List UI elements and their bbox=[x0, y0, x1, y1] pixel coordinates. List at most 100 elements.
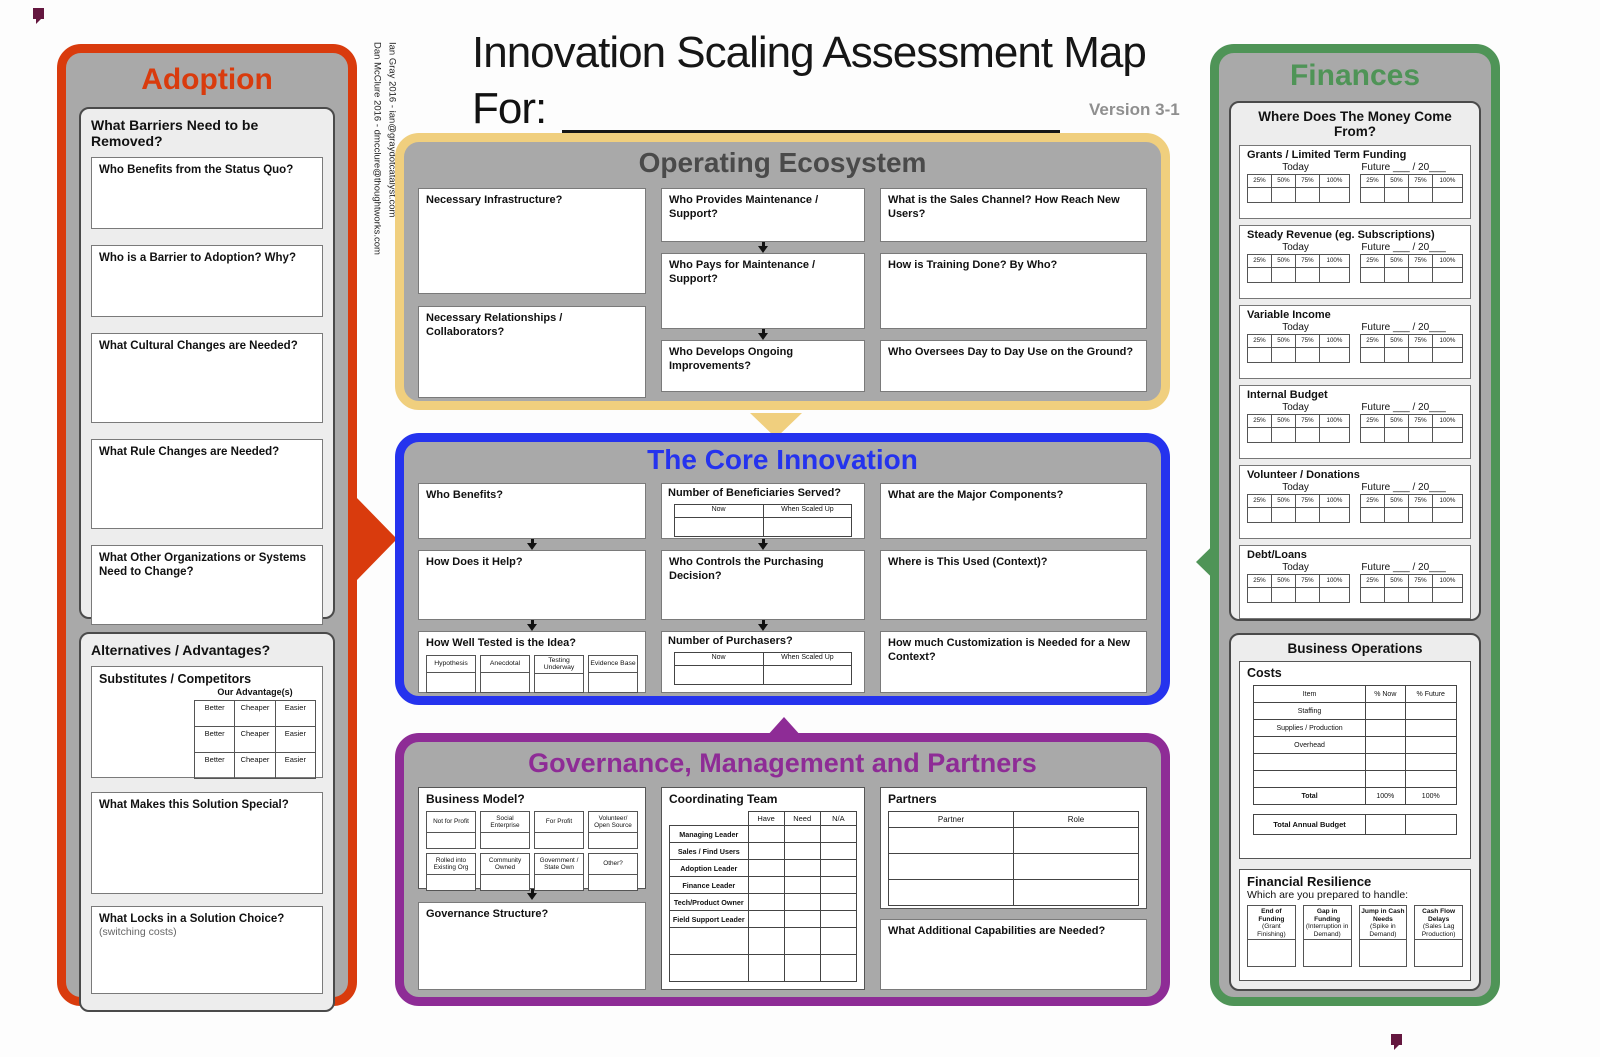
resilience-header: Financial Resilience bbox=[1247, 874, 1372, 889]
purchasers-box: Number of Purchasers? Now When Scaled Up bbox=[661, 631, 865, 693]
adoption-panel: Adoption What Barriers Need to be Remove… bbox=[57, 44, 357, 1012]
purchasing-decision-box: Who Controls the Purchasing Decision? bbox=[661, 550, 865, 620]
maintenance-payer-box: Who Pays for Maintenance / Support? bbox=[661, 253, 865, 329]
write-in-cell bbox=[1405, 814, 1457, 835]
write-in-cell bbox=[1304, 940, 1351, 966]
solution-special-box: What Makes this Solution Special? bbox=[91, 792, 323, 894]
cost-total-row: Total 100% 100% bbox=[1253, 787, 1457, 805]
advantage-cell: Easier bbox=[274, 752, 317, 780]
write-in-cell bbox=[589, 833, 637, 848]
write-in-cell bbox=[747, 927, 785, 955]
infrastructure-box: Necessary Infrastructure? bbox=[418, 188, 646, 294]
cost-row: Overhead bbox=[1253, 736, 1457, 754]
write-in-cell bbox=[1405, 719, 1457, 737]
partner-row bbox=[888, 879, 1139, 906]
write-in-cell bbox=[1253, 770, 1366, 788]
core-column-3: What are the Major Components? Where is … bbox=[880, 483, 1147, 693]
barrier-box-rules: What Rule Changes are Needed? bbox=[91, 439, 323, 529]
bm-option-community-owned: Community Owned bbox=[480, 853, 530, 891]
for-blank-line bbox=[562, 90, 1061, 134]
partners-table: Partner Role bbox=[888, 811, 1139, 906]
training-box: How is Training Done? By Who? bbox=[880, 253, 1147, 329]
bm-option-rolled-into-existing: Rolled into Existing Org bbox=[426, 853, 476, 891]
resilience-option-cash-flow-delays: Cash Flow Delays (Sales Lag Production) bbox=[1414, 905, 1463, 967]
down-arrow-icon bbox=[418, 889, 646, 902]
pct-table-future: 25% 50% 75% 100% bbox=[1360, 494, 1464, 523]
question-label: Who Provides Maintenance / Support? bbox=[669, 194, 819, 220]
funding-card-internal-budget: Internal Budget Today Future ___ / 20___ … bbox=[1239, 385, 1471, 459]
write-in-cell bbox=[888, 853, 1014, 880]
write-in-cell bbox=[481, 833, 529, 848]
maintenance-provider-box: Who Provides Maintenance / Support? bbox=[661, 188, 865, 242]
barrier-box-who-barrier: Who is a Barrier to Adoption? Why? bbox=[91, 245, 323, 317]
write-in-cell bbox=[669, 954, 749, 982]
write-in-cell bbox=[819, 825, 858, 843]
write-in-cell bbox=[1253, 753, 1366, 771]
ecosystem-column-3: What is the Sales Channel? How Reach New… bbox=[880, 188, 1147, 398]
version-label: Version 3-1 bbox=[1089, 100, 1180, 119]
question-label: Governance Structure? bbox=[426, 908, 549, 920]
business-model-header: Business Model? bbox=[426, 792, 525, 806]
governance-column-1: Business Model? Not for Profit Social En… bbox=[418, 787, 646, 990]
write-in-cell bbox=[747, 859, 785, 877]
core-column-2: Number of Beneficiaries Served? Now When … bbox=[661, 483, 865, 693]
page-title: Innovation Scaling Assessment Map bbox=[472, 28, 1147, 77]
advantages-table: Our Advantage(s) Better Cheaper Easier B… bbox=[193, 687, 317, 780]
question-label: Number of Beneficiaries Served? bbox=[668, 487, 842, 499]
write-in-cell bbox=[1013, 827, 1139, 854]
financial-resilience-box: Financial Resilience Which are you prepa… bbox=[1239, 869, 1471, 981]
write-in-cell bbox=[1013, 853, 1139, 880]
annotation-marker bbox=[33, 8, 44, 24]
day-to-day-box: Who Oversees Day to Day Use on the Groun… bbox=[880, 340, 1147, 392]
partner-row bbox=[888, 827, 1139, 854]
down-arrow-icon bbox=[418, 539, 646, 550]
advantage-cell: Easier bbox=[274, 726, 317, 754]
sales-channel-box: What is the Sales Channel? How Reach New… bbox=[880, 188, 1147, 242]
question-label: Where is This Used (Context)? bbox=[888, 556, 1048, 568]
annotation-marker bbox=[1391, 1034, 1402, 1050]
question-label: Necessary Infrastructure? bbox=[426, 194, 563, 206]
write-in-cell bbox=[819, 859, 858, 877]
ecosystem-column-2: Who Provides Maintenance / Support? Who … bbox=[661, 188, 865, 398]
down-arrow-icon bbox=[661, 620, 865, 631]
credits: Dan McClure 2016 - dmcclure@thoughtworks… bbox=[369, 42, 398, 282]
substitutes-label: Substitutes / Competitors bbox=[99, 672, 252, 686]
ecosystem-title: Operating Ecosystem bbox=[638, 147, 927, 178]
business-operations-sheet: Business Operations Costs Item% Now% Fut… bbox=[1229, 633, 1481, 991]
write-in-cell bbox=[535, 833, 583, 848]
write-in-cell bbox=[1364, 753, 1407, 771]
write-in-cell bbox=[1364, 770, 1407, 788]
write-in-cell bbox=[747, 893, 785, 911]
advantage-cell: Cheaper bbox=[234, 752, 276, 780]
relationships-box: Necessary Relationships / Collaborators? bbox=[418, 306, 646, 398]
funding-card-steady-revenue: Steady Revenue (eg. Subscriptions) Today… bbox=[1239, 225, 1471, 299]
credit-line: Ian Gray 2016 - ian@graydotcatalyst.com bbox=[386, 42, 398, 218]
barrier-box-cultural: What Cultural Changes are Needed? bbox=[91, 333, 323, 423]
costs-label: Costs bbox=[1247, 666, 1282, 680]
down-arrow-icon bbox=[661, 242, 865, 253]
team-row: Tech/Product Owner bbox=[669, 893, 858, 911]
write-in-cell bbox=[427, 673, 475, 691]
pct-table-future: 25% 50% 75% 100% bbox=[1360, 254, 1464, 283]
write-in-cell bbox=[481, 673, 529, 691]
write-in-cell bbox=[535, 674, 583, 692]
question-label: What are the Major Components? bbox=[888, 489, 1064, 501]
resilience-option-end-of-funding: End of Funding (Grant Finishing) bbox=[1247, 905, 1296, 967]
money-sources-sheet: Where Does The Money Come From? Grants /… bbox=[1229, 101, 1481, 621]
write-in-cell bbox=[1405, 702, 1457, 720]
question-label: Who is a Barrier to Adoption? Why? bbox=[99, 252, 296, 264]
down-arrow-icon bbox=[418, 620, 646, 631]
tested-option-anecdotal: Anecdotal bbox=[480, 654, 530, 693]
question-label: What Additional Capabilities are Needed? bbox=[888, 925, 1106, 937]
resilience-option-jump-in-cash-needs: Jump in Cash Needs (Spike in Demand) bbox=[1358, 905, 1408, 967]
question-label: How much Customization is Needed for a N… bbox=[888, 637, 1131, 663]
alternatives-header: Alternatives / Advantages? bbox=[91, 642, 271, 658]
bm-option-not-for-profit: Not for Profit bbox=[426, 811, 476, 849]
governance-title: Governance, Management and Partners bbox=[528, 748, 1037, 778]
core-column-1: Who Benefits? How Does it Help? How Well… bbox=[418, 483, 646, 693]
write-in-cell bbox=[427, 833, 475, 848]
question-label: Who Benefits? bbox=[426, 489, 503, 501]
tested-option-hypothesis: Hypothesis bbox=[426, 654, 476, 693]
operating-ecosystem-panel: Operating Ecosystem Necessary Infrastruc… bbox=[395, 133, 1170, 410]
